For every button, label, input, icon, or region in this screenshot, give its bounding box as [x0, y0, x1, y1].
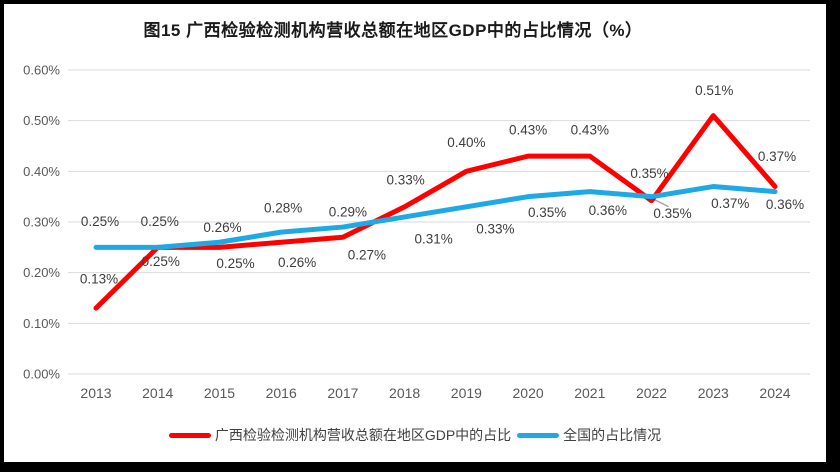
leader-line — [652, 197, 669, 208]
y-axis-labels: 0.00% 0.10% 0.20% 0.30% 0.40% 0.50% 0.60% — [23, 63, 60, 382]
data-label: 0.26% — [203, 220, 241, 235]
data-label: 0.26% — [278, 255, 316, 270]
legend-label-national: 全国的占比情况 — [563, 427, 662, 443]
data-label: 0.35% — [630, 166, 668, 181]
data-label: 0.28% — [264, 201, 302, 216]
x-tick-label: 2020 — [513, 385, 544, 401]
line-chart: 0.00% 0.10% 0.20% 0.30% 0.40% 0.50% 0.60% 2013… — [23, 63, 810, 401]
data-label: 0.43% — [509, 123, 547, 138]
data-label: 0.40% — [447, 135, 485, 150]
x-tick-label: 2018 — [389, 385, 420, 401]
data-label: 0.25% — [142, 254, 180, 269]
series-lines — [93, 113, 778, 311]
series-line-guangxi — [93, 113, 778, 311]
data-label: 0.27% — [348, 248, 386, 263]
chart-legend: 广西检验检测机构营收总额在地区GDP中的占比 全国的占比情况 — [4, 425, 826, 445]
x-tick-label: 2013 — [80, 385, 111, 401]
data-label: 0.29% — [329, 205, 367, 220]
data-label: 0.31% — [414, 231, 452, 246]
x-tick-label: 2017 — [327, 385, 358, 401]
x-tick-label: 2019 — [451, 385, 482, 401]
data-label: 0.51% — [695, 83, 733, 98]
legend-label-guangxi: 广西检验检测机构营收总额在地区GDP中的占比 — [214, 427, 512, 443]
y-tick-label: 0.50% — [23, 113, 60, 128]
data-label: 0.36% — [766, 197, 804, 212]
data-label: 0.35% — [528, 205, 566, 220]
data-label: 0.25% — [141, 214, 179, 229]
series-line-national — [93, 184, 778, 250]
x-axis-labels: 2013 2014 2015 2016 2017 2018 2019 2020 2021 2022… — [80, 385, 790, 401]
data-labels: 0.13% 0.25% 0.25% 0.26% 0.27% 0.33% 0.40% 0.43%… — [80, 83, 804, 287]
x-tick-label: 2016 — [266, 385, 297, 401]
x-tick-label: 2022 — [636, 385, 667, 401]
data-label: 0.36% — [589, 203, 627, 218]
legend-swatch-national — [517, 432, 560, 438]
x-tick-label: 2014 — [142, 385, 173, 401]
legend-item-national: 全国的占比情况 — [517, 425, 661, 445]
gridlines — [68, 69, 810, 375]
x-tick-label: 2021 — [574, 385, 605, 401]
chart-title: 图15 广西检验检测机构营收总额在地区GDP中的占比情况（%） — [143, 21, 643, 40]
data-label: 0.33% — [476, 221, 514, 236]
leader-line-group — [652, 197, 669, 208]
x-tick-label: 2015 — [204, 385, 235, 401]
data-label: 0.37% — [711, 196, 749, 211]
y-tick-label: 0.20% — [23, 265, 60, 280]
data-label: 0.35% — [653, 206, 691, 221]
y-tick-label: 0.40% — [23, 164, 60, 179]
data-label: 0.43% — [571, 123, 609, 138]
y-tick-label: 0.60% — [23, 63, 60, 78]
data-label: 0.37% — [758, 149, 796, 164]
x-tick-label: 2024 — [759, 385, 790, 401]
data-label: 0.25% — [81, 214, 119, 229]
legend-item-guangxi: 广西检验检测机构营收总额在地区GDP中的占比 — [168, 425, 512, 445]
y-tick-label: 0.00% — [23, 367, 60, 382]
y-tick-label: 0.30% — [23, 215, 60, 230]
x-tick-label: 2023 — [698, 385, 729, 401]
data-label: 0.13% — [80, 272, 118, 287]
y-tick-label: 0.10% — [23, 316, 60, 331]
data-label: 0.33% — [386, 172, 424, 187]
data-label: 0.25% — [216, 256, 254, 271]
legend-swatch-guangxi — [168, 432, 211, 438]
